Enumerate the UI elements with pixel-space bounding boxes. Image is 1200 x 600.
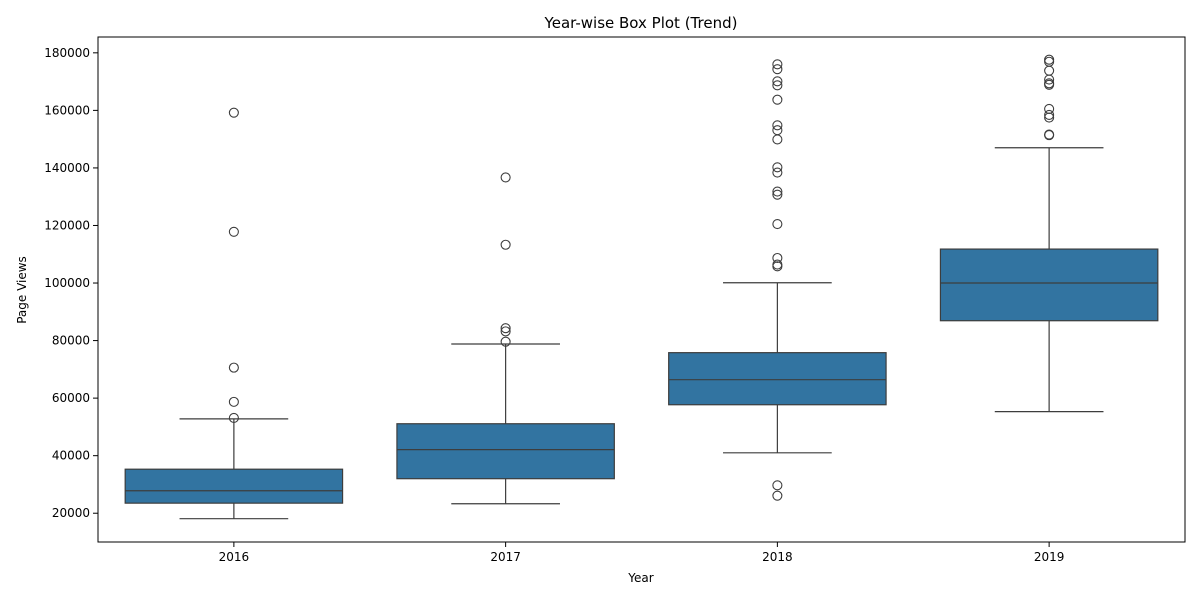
outlier-point <box>772 252 783 264</box>
x-tick-label: 2019 <box>1034 550 1065 564</box>
outlier-point <box>1044 65 1055 76</box>
plot-frame <box>97 36 1186 543</box>
outlier-point <box>228 107 239 118</box>
y-tick-label: 160000 <box>44 103 90 117</box>
outlier-point <box>1044 74 1055 85</box>
iqr-box <box>668 352 887 406</box>
iqr-box <box>939 248 1159 322</box>
chart-title: Year-wise Box Plot (Trend) <box>544 14 738 32</box>
outlier-point <box>500 172 511 183</box>
outlier-point <box>772 261 783 272</box>
outlier-point <box>1044 130 1055 141</box>
outlier-point <box>772 134 783 145</box>
outlier-point <box>772 59 783 70</box>
box-group-2016 <box>124 107 344 520</box>
y-tick-label: 60000 <box>52 391 90 405</box>
y-tick-label: 80000 <box>52 334 90 348</box>
x-tick-label: 2018 <box>762 550 793 564</box>
outlier-point <box>1044 79 1055 90</box>
iqr-box <box>124 468 344 504</box>
outlier-point <box>772 189 783 200</box>
outlier-point <box>1044 56 1055 67</box>
outlier-point <box>500 336 511 347</box>
box-group-2019 <box>939 54 1159 413</box>
outlier-point <box>1044 112 1055 123</box>
y-tick-label: 20000 <box>52 506 90 520</box>
outlier-point <box>500 239 511 250</box>
y-tick-label: 40000 <box>52 449 90 463</box>
outlier-point <box>500 326 511 337</box>
outlier-point <box>228 396 239 407</box>
outlier-point <box>772 167 783 178</box>
x-axis-label: Year <box>627 571 653 585</box>
iqr-box <box>396 423 615 480</box>
y-tick-label: 140000 <box>44 161 90 175</box>
outlier-point <box>772 218 783 230</box>
plot-area <box>124 54 1159 520</box>
outlier-point <box>1044 109 1055 121</box>
outlier-point <box>772 186 783 197</box>
outlier-point <box>772 76 783 87</box>
outlier-point <box>772 120 783 131</box>
y-axis-label: Page Views <box>15 256 29 324</box>
outlier-point <box>772 94 783 105</box>
outlier-point <box>772 162 783 173</box>
box-group-2018 <box>668 59 887 501</box>
outlier-point <box>772 480 783 491</box>
outlier-point <box>228 412 239 424</box>
outlier-point <box>1044 54 1055 65</box>
y-tick-label: 120000 <box>44 218 90 232</box>
outlier-point <box>500 323 511 334</box>
outlier-point <box>772 80 783 91</box>
outlier-point <box>228 362 239 373</box>
outlier-point <box>772 64 783 75</box>
outlier-point <box>772 490 783 501</box>
x-tick-label: 2016 <box>219 550 250 564</box>
x-tick-label: 2017 <box>490 550 521 564</box>
y-tick-label: 180000 <box>44 46 90 60</box>
outlier-point <box>228 226 239 237</box>
y-tick-label: 100000 <box>44 276 90 290</box>
box-group-2017 <box>396 172 615 505</box>
